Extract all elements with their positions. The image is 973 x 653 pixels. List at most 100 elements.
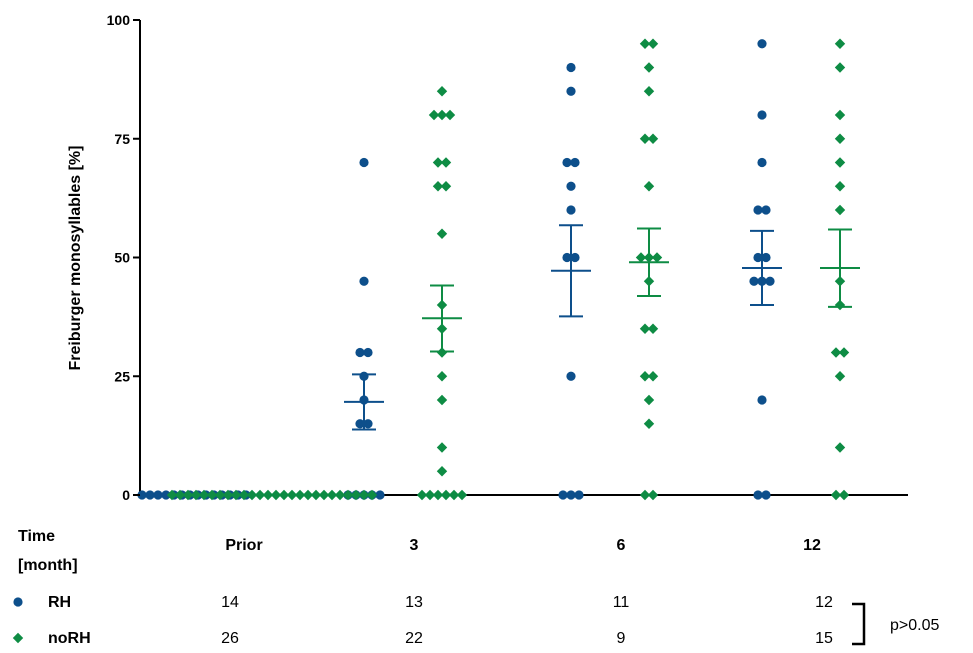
norh-point [830,347,842,358]
norh-point [647,323,659,334]
count-value: 14 [221,594,239,611]
norh-point [647,371,659,382]
y-axis-ticks: 0 25 50 75 100 [107,12,140,503]
category-label: 3 [410,537,419,554]
rh-point [761,205,771,215]
significance-bracket: p>0.05 [852,602,939,646]
norh-point [366,489,378,501]
y-tick-label: 25 [114,368,130,384]
norh-point [334,489,346,501]
bracket-line [852,602,866,646]
category-label: 12 [803,537,821,554]
rh-point [363,347,373,358]
norh-point [838,347,850,358]
count-value: 13 [405,594,423,611]
norh-point [639,323,651,334]
norh-point [270,489,282,501]
error-bars [344,224,860,431]
norh-point [174,489,186,501]
rh-point [566,205,576,215]
rh-point [562,157,572,168]
norh-point [643,181,655,192]
norh-point [238,489,250,501]
norh-point [294,489,306,501]
rh-point [137,490,147,500]
norh-point [262,489,274,501]
rh-point [753,252,763,263]
norh-point [643,418,655,429]
norh-point [214,489,226,501]
norh-point [436,109,448,121]
rh-point [145,490,155,500]
norh-point [838,489,850,501]
norh-point [834,157,846,168]
norh-point [440,489,452,501]
rh-point [749,276,759,286]
y-axis-title: Freiburger monosyllables [%] [67,146,84,371]
norh-point [278,489,290,501]
norh-point [834,442,846,453]
norh-point [647,133,659,144]
norh-point [444,109,456,121]
norh-point [440,157,452,168]
rh-point [363,419,373,429]
norh-point [254,489,266,501]
norh-point [432,181,444,192]
norh-point [198,489,210,501]
norh-point [318,489,330,501]
norh-point [635,252,647,263]
norh-point [424,489,436,501]
norh-point [302,489,314,501]
norh-point [436,394,448,406]
rh-point [570,157,580,168]
legend-series-label: noRH [48,630,91,647]
norh-point [190,489,202,501]
norh-point [448,489,460,501]
norh-point [639,371,651,382]
norh-point [310,489,322,501]
rh-point [570,252,580,263]
rh-point [355,347,365,358]
norh-point [834,181,846,192]
rh-point [566,62,576,73]
count-value: 26 [221,630,239,647]
norh-point [436,466,448,477]
rh-point [359,276,369,286]
norh-point [286,489,298,501]
category-label: Prior [225,537,262,554]
rh-point [153,490,163,500]
rh-point [753,205,763,215]
norh-point [834,371,846,382]
norh-point [326,489,338,501]
legend-rh-marker [13,597,23,607]
norh-point [643,394,655,406]
rh-point [566,371,576,381]
norh-point [456,489,468,501]
norh-point [428,109,440,121]
rh-point [757,110,767,120]
norh-point [639,38,651,49]
rh-point [161,490,171,500]
norh-point [342,489,354,501]
data-points [137,38,850,501]
rh-point [757,157,767,168]
count-value: 15 [815,630,833,647]
axes [139,20,908,496]
y-tick-label: 75 [114,131,130,147]
norh-point [834,109,846,121]
norh-point [647,38,659,49]
legend-table: RH 14 13 11 12 noRH 26 22 9 15 [12,594,833,647]
p-value-label: p>0.05 [890,617,939,634]
norh-point [350,489,362,501]
legend-norh-marker [12,632,24,644]
rh-point [566,490,576,500]
norh-point [230,489,242,501]
norh-point [436,86,448,97]
norh-point [643,62,655,73]
norh-point [436,442,448,453]
y-tick-label: 100 [107,12,131,28]
rh-point [757,39,767,49]
legend-series-label: RH [48,594,71,611]
norh-point [834,38,846,49]
